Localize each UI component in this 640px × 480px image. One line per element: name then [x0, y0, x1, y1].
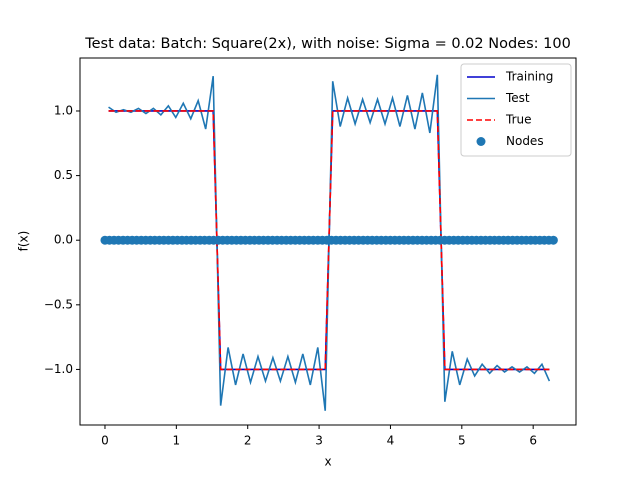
- plot-frame: [79, 57, 577, 426]
- legend-box: [460, 63, 572, 157]
- node-marker: [548, 235, 558, 245]
- x-axis-label: x: [324, 455, 331, 469]
- x-tick-label: 4: [387, 434, 395, 448]
- x-tick-label: 2: [244, 434, 252, 448]
- x-tick-label: 5: [458, 434, 466, 448]
- legend-label: True: [505, 113, 532, 127]
- x-tick-label: 1: [173, 434, 181, 448]
- series-line: [108, 74, 551, 411]
- legend-label: Training: [505, 70, 553, 84]
- y-tick-label: −0.5: [44, 297, 73, 311]
- x-tick-label: 3: [315, 434, 323, 448]
- legend-label: Nodes: [506, 134, 544, 148]
- y-tick-label: −1.0: [44, 362, 73, 376]
- legend-label: Test: [505, 91, 530, 105]
- y-tick-label: 0.0: [54, 233, 73, 247]
- chart-title: Test data: Batch: Square(2x), with noise…: [84, 36, 571, 52]
- y-tick-label: 1.0: [54, 103, 73, 117]
- y-tick-label: 0.5: [54, 168, 73, 182]
- x-tick-label: 0: [101, 434, 109, 448]
- legend-key: [476, 137, 486, 146]
- y-axis-label: f(x): [17, 231, 31, 252]
- x-tick-label: 6: [529, 434, 537, 448]
